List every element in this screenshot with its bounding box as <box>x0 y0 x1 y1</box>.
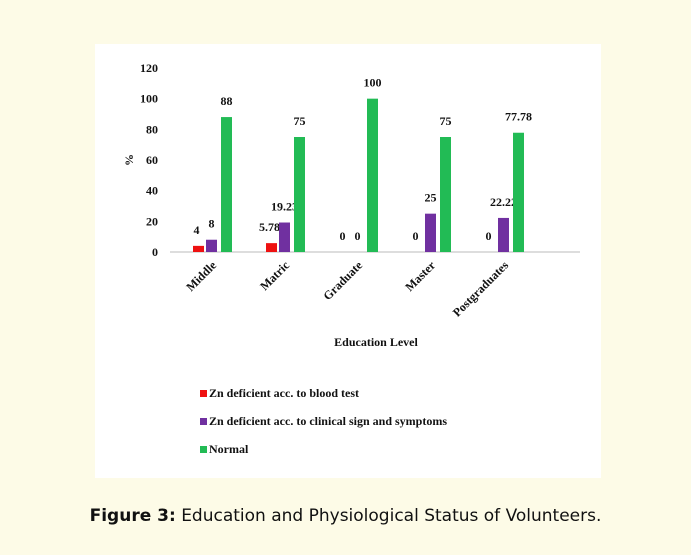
bar <box>513 132 524 252</box>
y-tick-label: 100 <box>140 92 158 106</box>
data-label: 100 <box>364 76 382 90</box>
chart-frame <box>95 44 601 478</box>
bar <box>367 98 378 253</box>
bar <box>498 217 509 252</box>
caption-label: Figure 3: <box>89 506 176 526</box>
legend-label: Normal <box>209 442 249 456</box>
data-label: 75 <box>440 114 452 128</box>
legend-label: Zn deficient acc. to blood test <box>209 386 359 400</box>
x-axis-title: Education Level <box>334 335 418 349</box>
y-tick-label: 20 <box>146 214 158 228</box>
y-axis-title: % <box>122 154 136 166</box>
data-label: 0 <box>355 229 361 243</box>
caption-text: Education and Physiological Status of Vo… <box>181 506 602 526</box>
y-tick-label: 40 <box>146 184 158 198</box>
bar <box>425 213 436 252</box>
data-label: 77.78 <box>505 110 532 124</box>
data-label: 19.23 <box>271 200 298 214</box>
x-tick-label: Middle <box>183 258 219 294</box>
bar <box>221 117 232 252</box>
legend-swatch <box>200 390 207 397</box>
bar <box>294 137 305 252</box>
legend-label: Zn deficient acc. to clinical sign and s… <box>209 414 447 428</box>
y-tick-label: 60 <box>146 153 158 167</box>
x-tick-label: Graduate <box>320 258 365 303</box>
x-tick-label: Matric <box>257 258 292 293</box>
legend-swatch <box>200 446 207 453</box>
y-tick-label: 120 <box>140 61 158 75</box>
bar <box>440 137 451 252</box>
data-label: 25 <box>425 191 437 205</box>
y-tick-label: 0 <box>152 245 158 259</box>
data-label: 22.22 <box>490 195 517 209</box>
x-tick-label: Postgraduates <box>450 258 512 320</box>
legend-swatch <box>200 418 207 425</box>
data-label: 5.78 <box>259 220 280 234</box>
bar <box>206 239 217 252</box>
bar <box>279 222 290 252</box>
data-label: 88 <box>221 94 233 108</box>
caption: Figure 3: Education and Physiological St… <box>0 506 691 526</box>
data-label: 0 <box>413 229 419 243</box>
bar <box>266 243 277 252</box>
x-tick-label: Master <box>402 258 438 294</box>
bar <box>193 245 204 252</box>
data-label: 75 <box>294 114 306 128</box>
data-label: 8 <box>209 217 215 231</box>
y-tick-label: 80 <box>146 122 158 136</box>
data-label: 4 <box>194 223 200 237</box>
data-label: 0 <box>340 229 346 243</box>
data-label: 0 <box>486 229 492 243</box>
